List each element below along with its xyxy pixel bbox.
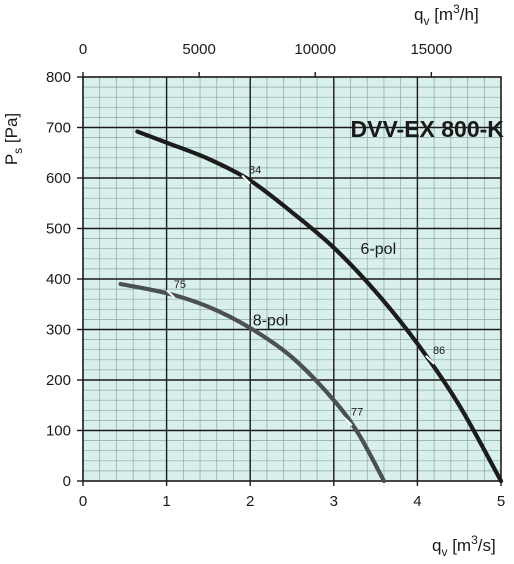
efficiency-point-label: 75	[174, 279, 186, 291]
series-line-6-pol	[135, 129, 504, 484]
x-top-tick-label: 5000	[182, 41, 215, 58]
efficiency-point-marker	[425, 355, 435, 365]
x-axis-label-bottom: qv [m3/s]	[432, 533, 496, 559]
left-axis-ticks: 0 100 200 300 400 500 600 700 800	[46, 69, 83, 490]
y-tick-label: 800	[46, 69, 71, 86]
series-layer: 84 86 6-pol 75 77 8-pol	[118, 129, 504, 484]
y-tick-label: 100	[46, 423, 71, 440]
x-tick-label: 3	[330, 493, 338, 510]
bottom-axis-ticks: 0 1 2 3 4 5	[79, 481, 505, 510]
y-tick-label: 600	[46, 170, 71, 187]
x-tick-label: 4	[413, 493, 421, 510]
efficiency-point-label: 86	[433, 345, 445, 357]
x-axis-label-top: qv [m3/h]	[414, 2, 479, 28]
efficiency-point-marker	[343, 416, 353, 427]
efficiency-point-marker	[241, 174, 251, 185]
top-axis-ticks: 0 5000 10000 15000	[79, 41, 452, 77]
efficiency-point-marker	[166, 289, 176, 299]
x-tick-label: 0	[79, 493, 87, 510]
x-top-tick-label: 0	[79, 41, 87, 58]
y-axis-label: Ps [Pa]	[2, 113, 25, 165]
chart-title: DVV-EX 800-K	[351, 116, 505, 142]
efficiency-point-label: 77	[351, 406, 363, 418]
y-tick-label: 200	[46, 372, 71, 389]
series-label: 8-pol	[253, 312, 289, 329]
efficiency-point-label: 84	[249, 165, 261, 177]
x-tick-label: 1	[162, 493, 170, 510]
y-tick-label: 700	[46, 120, 71, 137]
y-tick-label: 400	[46, 271, 71, 288]
y-tick-label: 500	[46, 221, 71, 238]
series-label: 6-pol	[361, 241, 397, 258]
y-tick-label: 0	[63, 473, 71, 490]
x-tick-label: 2	[246, 493, 254, 510]
x-top-tick-label: 10000	[294, 41, 336, 58]
y-tick-label: 300	[46, 322, 71, 339]
x-tick-label: 5	[497, 493, 505, 510]
x-top-tick-label: 15000	[410, 41, 452, 58]
major-grid	[83, 77, 501, 481]
